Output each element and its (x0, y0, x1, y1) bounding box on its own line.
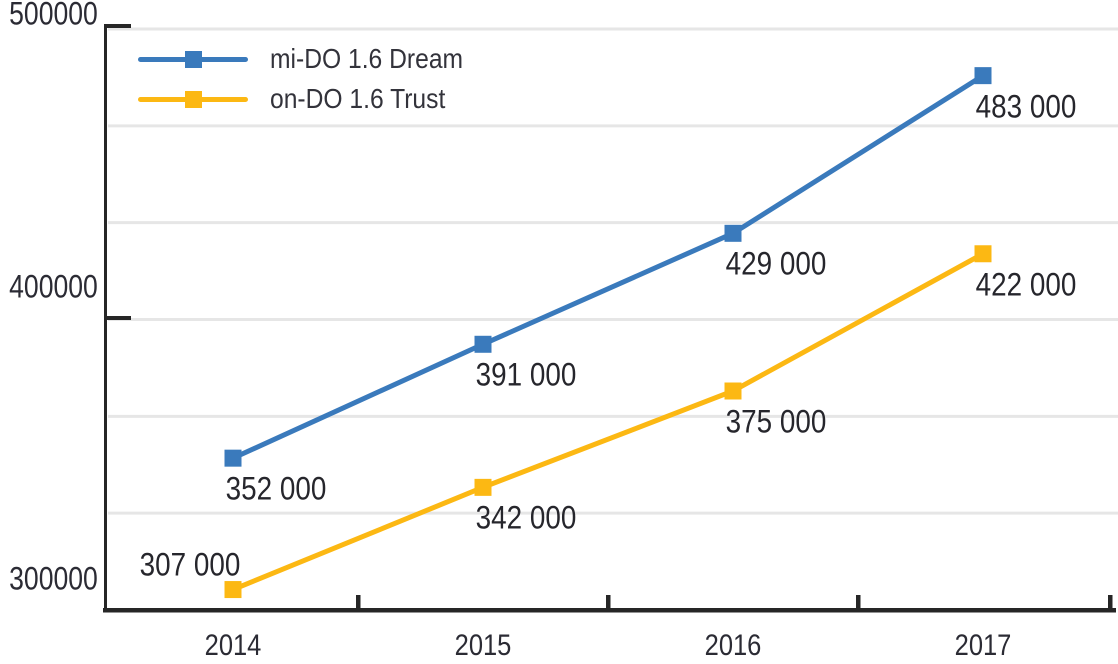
x-axis-line (103, 608, 1116, 613)
y-axis-tick (104, 24, 131, 28)
y-tick-label: 500000 (9, 0, 98, 32)
legend-line-marker-icon (138, 90, 248, 108)
data-point-marker (974, 245, 992, 263)
x-tick-label: 2015 (454, 629, 512, 662)
gridlines-group (108, 27, 1118, 515)
legend-square-marker-icon (185, 50, 202, 68)
y-tick-label: 300000 (9, 560, 98, 597)
x-tick-label: 2014 (204, 629, 262, 662)
data-point-label: 391 000 (475, 356, 577, 393)
x-axis-tick (856, 595, 861, 610)
data-point-label: 429 000 (725, 245, 827, 282)
axes-group (103, 24, 1116, 613)
legend-label: on-DO 1.6 Trust (270, 83, 446, 114)
series-group (224, 67, 992, 599)
legend-item-on-do-trust: on-DO 1.6 Trust (138, 79, 489, 119)
data-point-marker (474, 478, 492, 496)
data-point-label: 307 000 (139, 546, 241, 583)
legend-line-marker-icon (138, 50, 248, 68)
x-axis-tick (1108, 595, 1113, 610)
data-point-label: 422 000 (975, 266, 1077, 303)
legend: mi-DO 1.6 Dream on-DO 1.6 Trust (138, 39, 489, 119)
series-line (231, 73, 985, 461)
x-tick-label: 2016 (704, 629, 762, 662)
legend-square-marker-icon (185, 90, 202, 108)
data-point-marker (974, 67, 992, 85)
y-axis-tick (104, 316, 131, 320)
data-point-label: 375 000 (725, 403, 827, 440)
data-point-marker (224, 581, 242, 599)
x-tick-label: 2017 (954, 629, 1012, 662)
data-point-marker (724, 224, 742, 242)
data-point-marker (724, 382, 742, 400)
x-axis-tick (606, 595, 611, 610)
data-point-label: 352 000 (225, 470, 327, 507)
x-axis-tick (356, 595, 361, 610)
series-line (232, 251, 985, 592)
legend-item-mi-do-dream: mi-DO 1.6 Dream (138, 39, 489, 79)
legend-label: mi-DO 1.6 Dream (270, 43, 464, 74)
data-point-label: 342 000 (475, 499, 577, 536)
y-tick-label: 400000 (9, 268, 98, 305)
data-point-marker (474, 335, 492, 353)
data-point-marker (224, 449, 242, 467)
data-point-label: 483 000 (975, 88, 1077, 125)
